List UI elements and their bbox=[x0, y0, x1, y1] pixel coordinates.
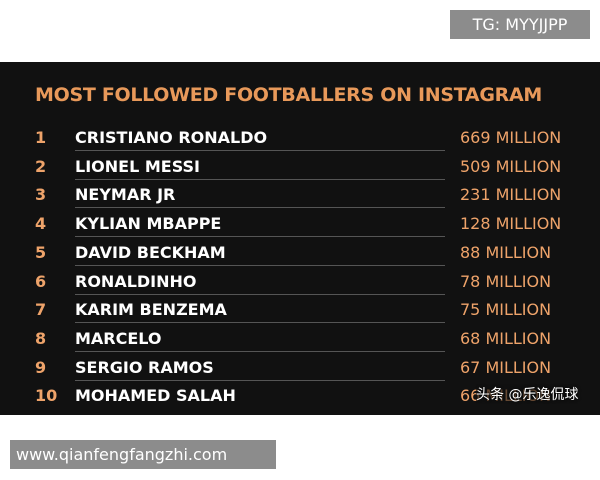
table-row: 2 LIONEL MESSI 509 MILLION bbox=[0, 153, 600, 181]
followers: 231 MILLION bbox=[460, 185, 562, 205]
table-row: 4 KYLIAN MBAPPE 128 MILLION bbox=[0, 210, 600, 238]
player-name: CRISTIANO RONALDO bbox=[75, 128, 268, 147]
followers: 78 MILLION bbox=[460, 271, 552, 291]
rank: 9 bbox=[35, 357, 47, 377]
row-separator bbox=[75, 236, 445, 238]
table-row: 8 MARCELO 68 MILLION bbox=[0, 325, 600, 353]
row-separator bbox=[75, 150, 445, 151]
followers: 68 MILLION bbox=[460, 328, 552, 348]
player-name: SERGIO RAMOS bbox=[75, 357, 214, 377]
followers: 669 MILLION bbox=[460, 128, 562, 147]
row-separator bbox=[75, 350, 445, 352]
badge: TG: MYYJJPP bbox=[450, 10, 590, 39]
table-row: 5 DAVID BECKHAM 88 MILLION bbox=[0, 239, 600, 267]
rank: 5 bbox=[35, 242, 47, 262]
panel: MOST FOLLOWED FOOTBALLERS ON INSTAGRAM 1… bbox=[0, 62, 600, 415]
table-row: 9 SERGIO RAMOS 67 MILLION bbox=[0, 354, 600, 382]
rank: 10 bbox=[35, 386, 58, 406]
row-separator bbox=[75, 322, 445, 324]
row-separator bbox=[75, 207, 445, 209]
row-separator bbox=[75, 264, 445, 266]
watermark: 头条 @乐逸侃球 bbox=[476, 384, 579, 404]
rank: 7 bbox=[35, 300, 47, 320]
rank: 8 bbox=[35, 328, 47, 348]
player-name: MARCELO bbox=[75, 328, 162, 348]
rank: 4 bbox=[35, 214, 47, 234]
table-row: 1 CRISTIANO RONALDO 669 MILLION bbox=[0, 124, 600, 152]
player-name: KARIM BENZEMA bbox=[75, 300, 227, 320]
player-name: KYLIAN MBAPPE bbox=[75, 214, 222, 234]
player-name: NEYMAR JR bbox=[75, 185, 176, 205]
row-separator bbox=[75, 178, 445, 180]
rank: 1 bbox=[35, 128, 47, 147]
rank: 3 bbox=[35, 185, 47, 205]
followers: 75 MILLION bbox=[460, 300, 552, 320]
row-separator bbox=[75, 293, 445, 295]
followers: 128 MILLION bbox=[460, 214, 562, 234]
rank: 6 bbox=[35, 271, 47, 291]
player-name: RONALDINHO bbox=[75, 271, 197, 291]
table-row: 6 RONALDINHO 78 MILLION bbox=[0, 268, 600, 296]
player-name: LIONEL MESSI bbox=[75, 156, 200, 176]
followers: 67 MILLION bbox=[460, 357, 552, 377]
table-row: 7 KARIM BENZEMA 75 MILLION bbox=[0, 296, 600, 324]
player-name: MOHAMED SALAH bbox=[75, 386, 236, 406]
row-separator bbox=[75, 379, 445, 381]
footer-url: www.qianfengfangzhi.com bbox=[10, 440, 276, 469]
player-name: DAVID BECKHAM bbox=[75, 242, 226, 262]
title: MOST FOLLOWED FOOTBALLERS ON INSTAGRAM bbox=[35, 84, 542, 106]
followers: 509 MILLION bbox=[460, 156, 562, 176]
followers: 88 MILLION bbox=[460, 242, 552, 262]
table-row: 3 NEYMAR JR 231 MILLION bbox=[0, 181, 600, 209]
rank: 2 bbox=[35, 156, 47, 176]
